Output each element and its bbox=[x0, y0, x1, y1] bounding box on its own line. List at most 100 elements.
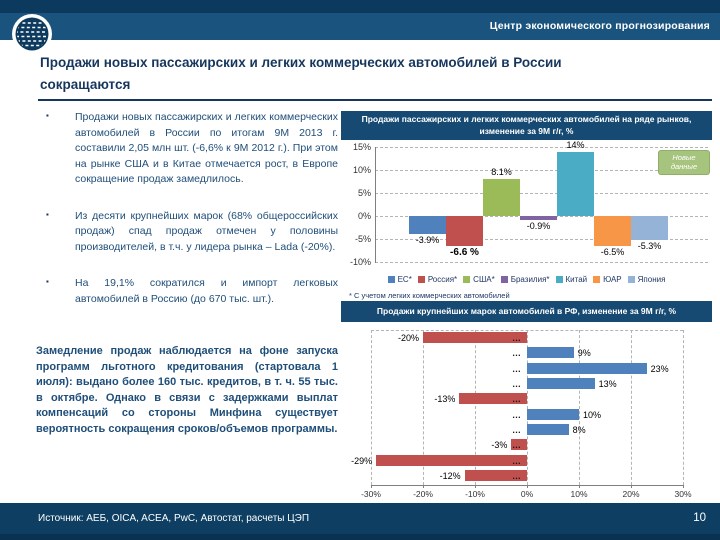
bar-США* bbox=[483, 178, 520, 216]
legend-label: США* bbox=[473, 275, 495, 284]
org-name: Центр экономического прогнозирования bbox=[489, 20, 710, 32]
bar-Бразилия* bbox=[520, 216, 557, 221]
bullet-text: На 19,1% сократился и импорт легковых ав… bbox=[75, 277, 338, 305]
bullet-text: Продажи новых пассажирских и легких комм… bbox=[75, 111, 338, 186]
legend-item: ЕС* bbox=[387, 275, 412, 284]
data-label: 8% bbox=[572, 425, 586, 436]
title-divider bbox=[38, 99, 712, 101]
bullet-item: ▪ На 19,1% сократился и импорт легковых … bbox=[40, 276, 338, 307]
bullet-item: ▪ Из десяти крупнейших марок (68% общеро… bbox=[40, 209, 338, 256]
bar-row bbox=[527, 408, 579, 420]
data-label: -29% bbox=[351, 455, 373, 466]
y-tick-label: -5% bbox=[354, 234, 371, 244]
legend-label: ЮАР bbox=[603, 275, 622, 284]
category-label: … bbox=[512, 348, 521, 359]
legend-label: Япония bbox=[637, 275, 666, 284]
gridline bbox=[375, 239, 708, 240]
category-label: … bbox=[512, 425, 521, 436]
data-label: 14% bbox=[566, 139, 585, 150]
y-axis-line bbox=[375, 147, 376, 263]
axis-tick bbox=[683, 485, 684, 488]
bar-Китай bbox=[557, 151, 594, 216]
chart-brands-panel: Продажи крупнейших марок автомобилей в Р… bbox=[341, 301, 712, 502]
data-label: 8.1% bbox=[491, 166, 512, 177]
bullet-item: ▪ Продажи новых пассажирских и легких ко… bbox=[40, 110, 338, 188]
x-tick-label: 20% bbox=[622, 489, 640, 499]
gridline bbox=[375, 147, 708, 148]
category-label: … bbox=[512, 471, 521, 482]
gridline bbox=[371, 330, 372, 485]
axis-tick bbox=[423, 485, 424, 488]
x-tick-label: -20% bbox=[413, 489, 433, 499]
data-label: 13% bbox=[598, 379, 617, 390]
source-note: Источник: АЕБ, OICA, ACEA, PwC, Автостат… bbox=[38, 513, 310, 524]
highlight-paragraph: Замедление продаж наблюдается на фоне за… bbox=[36, 345, 338, 436]
gridline bbox=[423, 330, 424, 485]
bullet-icon: ▪ bbox=[46, 209, 49, 219]
x-axis-line bbox=[371, 485, 683, 486]
bullet-text: Из десяти крупнейших марок (68% общеросс… bbox=[75, 209, 338, 253]
legend-swatch bbox=[417, 276, 425, 283]
bar-Япония bbox=[631, 216, 668, 241]
axis-tick bbox=[631, 485, 632, 488]
legend-item: ЮАР bbox=[593, 275, 622, 284]
footer-edge bbox=[0, 534, 720, 540]
x-tick-label: -10% bbox=[465, 489, 485, 499]
bullet-icon: ▪ bbox=[46, 111, 49, 120]
bar-row bbox=[423, 332, 527, 343]
category-label: … bbox=[512, 363, 521, 374]
bar-ЮАР bbox=[594, 216, 631, 246]
axis-tick bbox=[579, 485, 580, 488]
bar-row bbox=[527, 378, 595, 390]
footer-bar: Источник: АЕБ, OICA, ACEA, PwC, Автостат… bbox=[0, 503, 720, 534]
data-label: -0.9% bbox=[526, 221, 551, 232]
page-number: 10 bbox=[693, 512, 706, 524]
legend-swatch bbox=[555, 276, 563, 283]
chart-markets-footnote: * С учетом легких коммерческих автомобил… bbox=[349, 291, 510, 300]
bar-row bbox=[511, 439, 527, 451]
bullet-icon: ▪ bbox=[46, 277, 49, 287]
legend-swatch bbox=[387, 276, 395, 283]
header-band: Центр экономического прогнозирования bbox=[0, 13, 720, 40]
category-label: … bbox=[512, 379, 521, 390]
bar-row bbox=[464, 470, 527, 482]
category-label: … bbox=[512, 455, 521, 466]
legend-item: Россия* bbox=[417, 275, 457, 284]
chart-markets-title: Продажи пассажирских и легких коммерческ… bbox=[341, 111, 712, 140]
data-label: 10% bbox=[583, 409, 602, 420]
bar-row bbox=[459, 393, 527, 405]
data-label: 23% bbox=[650, 363, 669, 374]
new-data-badge: Новые данные bbox=[658, 150, 710, 175]
y-tick-label: 0% bbox=[357, 211, 371, 221]
page-title: Продажи новых пассажирских и легких комм… bbox=[40, 55, 562, 92]
chart-brands-title: Продажи крупнейших марок автомобилей в Р… bbox=[341, 301, 712, 322]
data-label: -6.5% bbox=[600, 246, 625, 257]
legend-label: Бразилия* bbox=[510, 275, 550, 284]
x-tick-label: 10% bbox=[570, 489, 588, 499]
gridline bbox=[375, 170, 708, 171]
bar-row bbox=[527, 347, 574, 359]
axis-tick bbox=[527, 485, 528, 488]
legend-item: США* bbox=[463, 275, 495, 284]
data-label: -20% bbox=[397, 333, 419, 343]
legend-swatch bbox=[627, 276, 635, 283]
category-label: … bbox=[512, 440, 521, 451]
gridline bbox=[375, 262, 708, 263]
bar-row bbox=[527, 362, 647, 374]
axis-tick bbox=[475, 485, 476, 488]
legend-swatch bbox=[463, 276, 471, 283]
legend-item: Япония bbox=[627, 275, 666, 284]
y-tick-label: 10% bbox=[352, 165, 371, 175]
y-tick-label: -10% bbox=[349, 257, 371, 267]
legend-swatch bbox=[593, 276, 601, 283]
legend-label: ЕС* bbox=[397, 275, 412, 284]
globe-logo-icon bbox=[11, 13, 53, 55]
chart-markets-panel: Продажи пассажирских и легких коммерческ… bbox=[341, 111, 712, 300]
axis-tick bbox=[371, 485, 372, 488]
bar-ЕС* bbox=[409, 216, 446, 234]
bullet-list: ▪ Продажи новых пассажирских и легких ко… bbox=[40, 110, 338, 328]
gridline bbox=[527, 330, 528, 485]
x-tick-label: 30% bbox=[674, 489, 692, 499]
bar-Россия* bbox=[446, 216, 483, 247]
x-tick-label: 0% bbox=[520, 489, 534, 499]
